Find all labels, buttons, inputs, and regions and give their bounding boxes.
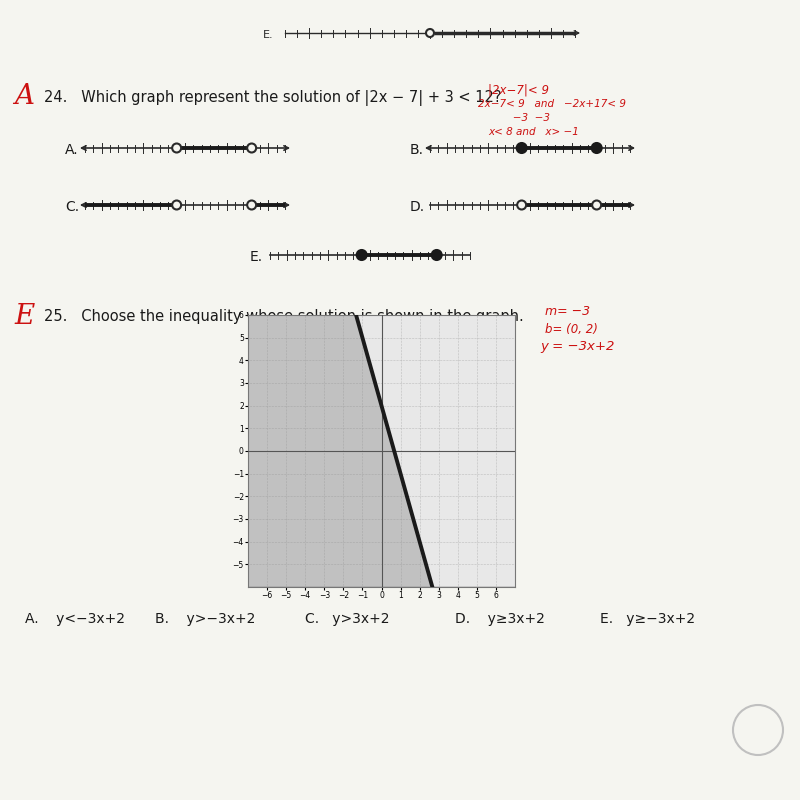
Circle shape	[517, 201, 526, 210]
Text: E.: E.	[263, 30, 274, 40]
Text: y = −3x+2: y = −3x+2	[540, 340, 614, 353]
Text: A.    y<−3x+2: A. y<−3x+2	[25, 612, 125, 626]
Text: |2x−7|< 9: |2x−7|< 9	[488, 83, 549, 96]
Text: E.: E.	[250, 250, 263, 264]
Circle shape	[592, 201, 601, 210]
Text: A: A	[14, 83, 34, 110]
Circle shape	[517, 143, 526, 153]
Text: A.: A.	[65, 143, 78, 157]
Circle shape	[357, 250, 366, 260]
Text: B.    y>−3x+2: B. y>−3x+2	[155, 612, 255, 626]
Text: D.: D.	[410, 200, 425, 214]
Text: m= −3: m= −3	[545, 305, 590, 318]
Text: 25.   Choose the inequality whose solution is shown in the graph.: 25. Choose the inequality whose solution…	[44, 309, 524, 324]
Text: 2x−7< 9   and   −2x+17< 9: 2x−7< 9 and −2x+17< 9	[478, 99, 626, 109]
Text: C.: C.	[65, 200, 79, 214]
Text: E: E	[14, 303, 34, 330]
Text: D.    y≥3x+2: D. y≥3x+2	[455, 612, 545, 626]
Text: E.   y≥−3x+2: E. y≥−3x+2	[600, 612, 695, 626]
Text: b= (0, 2): b= (0, 2)	[545, 323, 598, 336]
Circle shape	[172, 201, 181, 210]
Text: −3  −3: −3 −3	[503, 113, 550, 123]
Circle shape	[172, 143, 181, 153]
Text: 24.   Which graph represent the solution of |2x − 7| + 3 < 12?: 24. Which graph represent the solution o…	[44, 90, 502, 106]
Circle shape	[247, 143, 256, 153]
Text: C.   y>3x+2: C. y>3x+2	[305, 612, 390, 626]
Circle shape	[247, 201, 256, 210]
Text: B.: B.	[410, 143, 424, 157]
Circle shape	[426, 29, 434, 37]
Text: x< 8 and   x> −1: x< 8 and x> −1	[488, 127, 579, 137]
Circle shape	[592, 143, 602, 153]
Circle shape	[432, 250, 442, 260]
